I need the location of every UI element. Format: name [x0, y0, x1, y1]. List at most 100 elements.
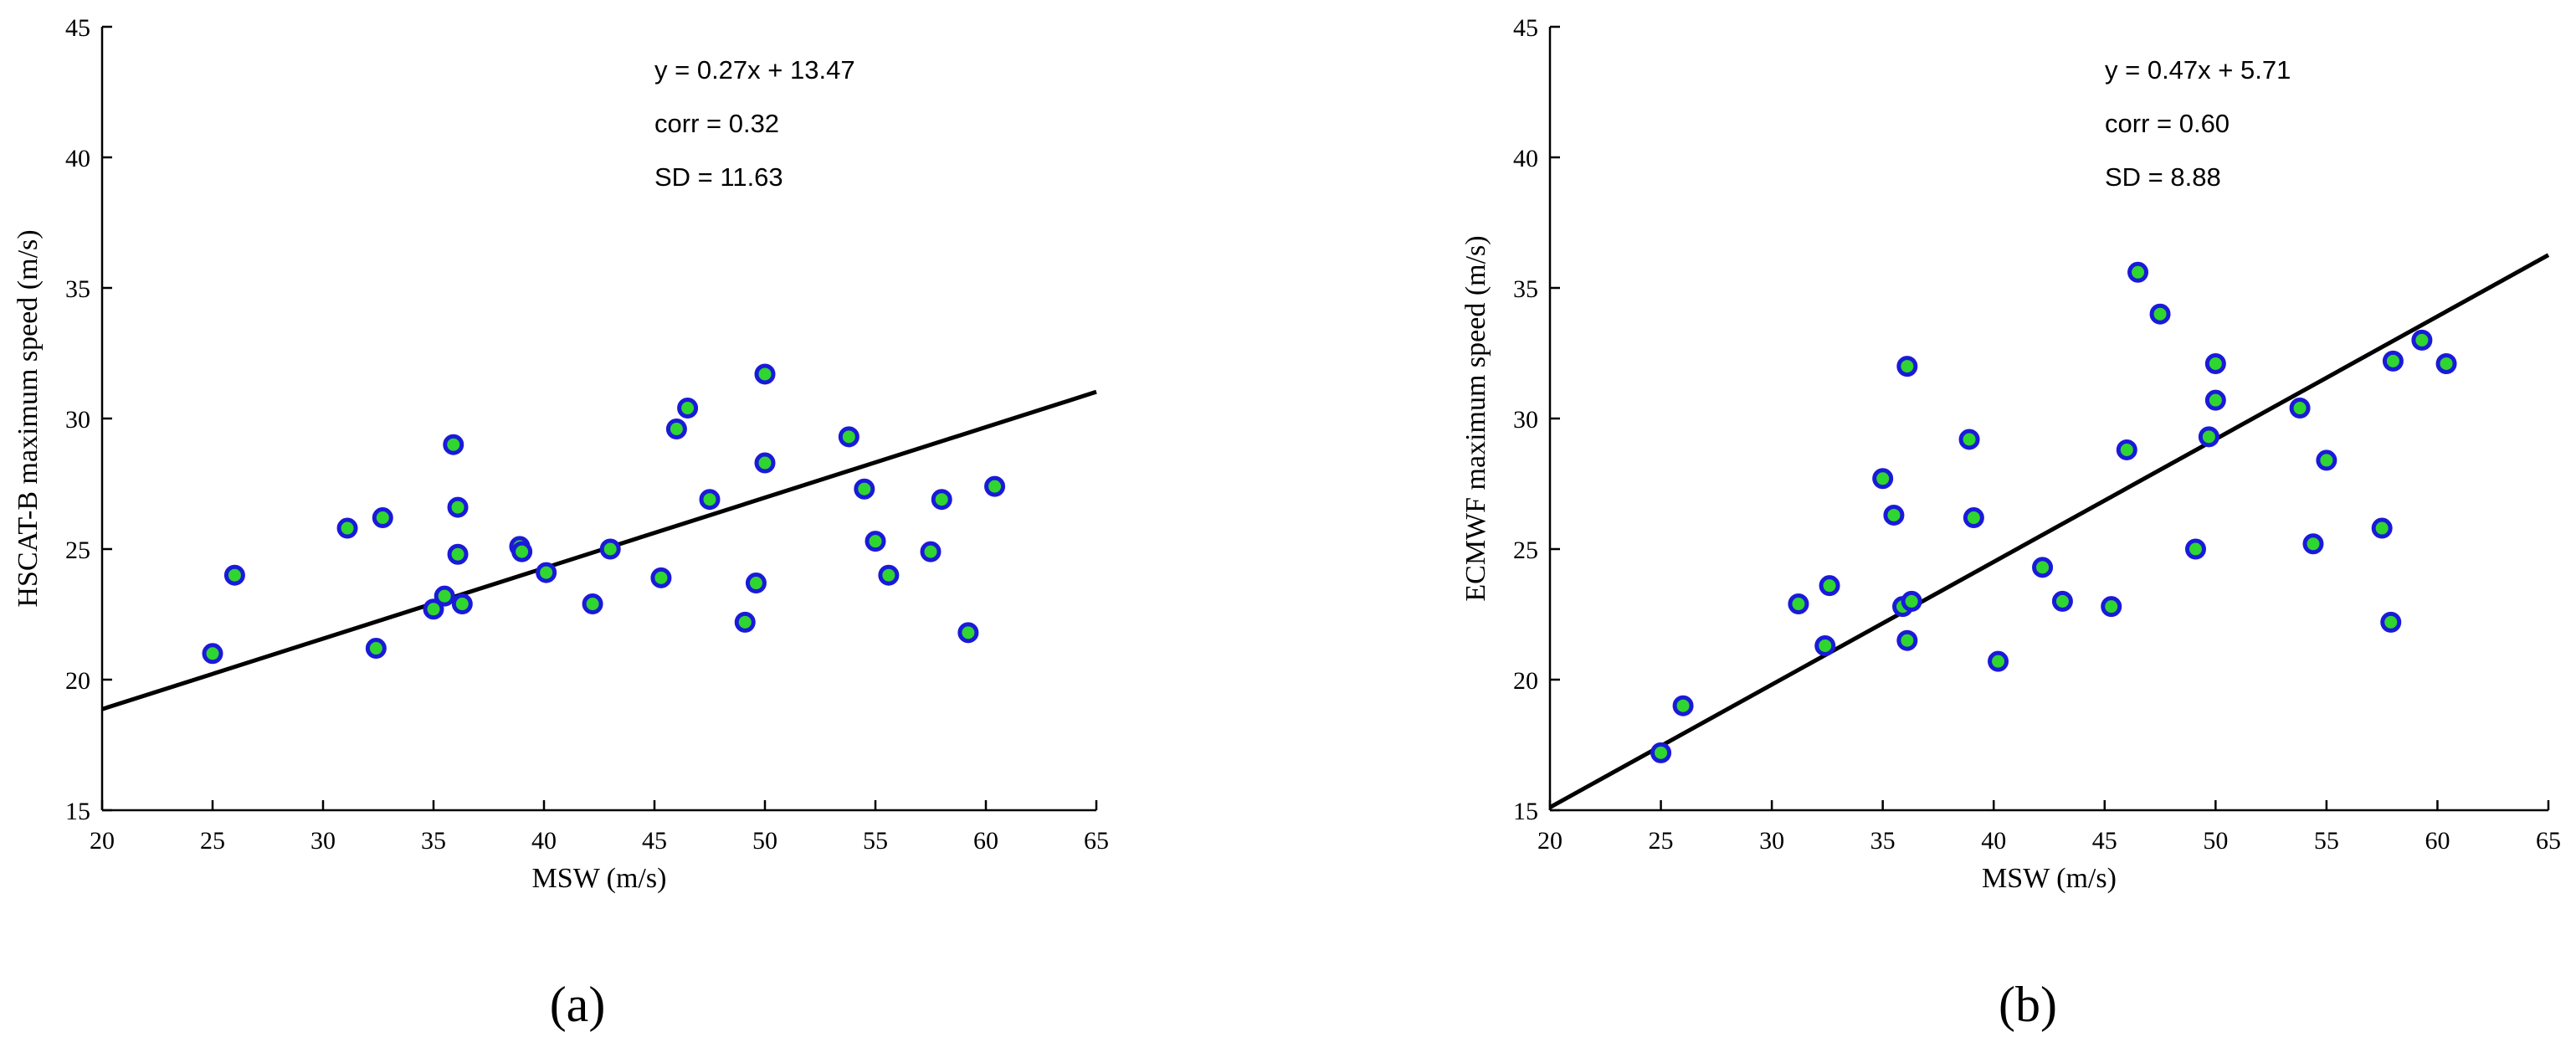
y-tick-label: 35	[65, 275, 90, 303]
x-tick-label: 20	[1537, 827, 1563, 855]
data-point	[1788, 593, 1809, 615]
y-tick-label: 45	[1513, 14, 1538, 42]
data-point	[2380, 611, 2402, 633]
data-point	[2289, 398, 2311, 419]
data-point	[2184, 538, 2206, 560]
data-point	[2316, 449, 2337, 471]
data-point	[878, 564, 900, 586]
data-point	[1896, 356, 1918, 377]
x-tick-label: 45	[642, 827, 667, 855]
data-point	[434, 585, 455, 607]
data-point	[2302, 533, 2324, 555]
data-point	[2101, 596, 2122, 618]
data-point	[372, 507, 393, 529]
x-tick-label: 50	[752, 827, 777, 855]
data-point	[2116, 439, 2137, 460]
data-point	[1883, 504, 1905, 526]
data-point	[1672, 695, 1694, 716]
data-point	[854, 478, 875, 500]
data-point	[677, 398, 699, 419]
data-point	[665, 418, 687, 439]
y-tick-label: 30	[1513, 406, 1538, 434]
data-point	[865, 531, 886, 552]
data-point	[365, 638, 387, 660]
data-point	[443, 434, 464, 455]
stat-annotation: corr = 0.60	[2105, 109, 2230, 138]
y-tick-label: 35	[1513, 275, 1538, 303]
x-tick-label: 60	[2425, 827, 2450, 855]
data-point	[599, 538, 621, 560]
y-tick-label: 20	[1513, 667, 1538, 695]
y-tick-label: 45	[65, 14, 90, 42]
x-tick-label: 50	[2203, 827, 2228, 855]
data-point	[536, 562, 557, 583]
data-point	[2435, 352, 2457, 374]
data-point	[1814, 634, 1836, 656]
data-point	[447, 543, 469, 565]
regression-line	[101, 389, 1097, 711]
data-point	[451, 593, 473, 615]
stat-annotation: corr = 0.32	[654, 109, 779, 138]
data-point	[931, 489, 952, 511]
data-point	[984, 475, 1006, 497]
x-tick-label: 55	[863, 827, 888, 855]
data-point	[582, 593, 603, 615]
regression-line	[1548, 253, 2550, 809]
y-tick-label: 15	[1513, 798, 1538, 825]
y-tick-label: 25	[65, 537, 90, 564]
data-point	[202, 643, 223, 665]
data-point	[650, 567, 672, 588]
data-point	[336, 517, 358, 539]
data-point	[754, 363, 776, 385]
x-axis-title: MSW (m/s)	[532, 863, 667, 894]
data-point	[2371, 517, 2393, 539]
data-point	[1963, 507, 1984, 529]
x-tick-label: 25	[200, 827, 225, 855]
data-point	[920, 541, 942, 562]
x-axis-title: MSW (m/s)	[1982, 863, 2117, 894]
data-point	[2032, 557, 2054, 578]
data-point	[2127, 261, 2149, 283]
data-point	[1819, 575, 1840, 597]
y-axis-title: ECMWF maximum speed (m/s)	[1460, 235, 1491, 601]
data-point	[447, 496, 469, 518]
x-tick-label: 55	[2314, 827, 2339, 855]
x-tick-label: 40	[531, 827, 557, 855]
data-point	[754, 452, 776, 474]
data-point	[2204, 389, 2226, 411]
data-point	[2411, 329, 2433, 351]
panel-label: (a)	[550, 977, 606, 1032]
stat-annotation: y = 0.27x + 13.47	[654, 55, 855, 85]
y-tick-label: 40	[1513, 145, 1538, 172]
data-point	[2204, 352, 2226, 374]
x-tick-label: 35	[1870, 827, 1896, 855]
y-tick-label: 20	[65, 667, 90, 695]
data-point	[1650, 742, 1672, 763]
x-tick-label: 30	[1759, 827, 1784, 855]
data-point	[511, 541, 533, 562]
data-point	[2149, 303, 2171, 325]
x-tick-label: 25	[1649, 827, 1674, 855]
y-tick-label: 30	[65, 406, 90, 434]
y-axis-title: HSCAT-B maximum speed (m/s)	[13, 229, 44, 607]
data-point	[223, 564, 245, 586]
panel-label: (b)	[1999, 977, 2057, 1032]
x-tick-label: 60	[973, 827, 998, 855]
x-tick-label: 40	[1981, 827, 2006, 855]
x-tick-label: 65	[2536, 827, 2561, 855]
data-point	[1872, 468, 1894, 490]
data-point	[423, 598, 444, 620]
data-point	[1958, 429, 1980, 450]
data-point	[1988, 650, 2009, 672]
data-point	[2051, 590, 2073, 612]
x-tick-label: 30	[310, 827, 336, 855]
y-tick-label: 15	[65, 798, 90, 825]
y-tick-label: 25	[1513, 537, 1538, 564]
data-point	[699, 489, 721, 511]
data-point	[745, 573, 767, 594]
data-point	[1896, 629, 1918, 651]
data-point	[838, 426, 860, 448]
